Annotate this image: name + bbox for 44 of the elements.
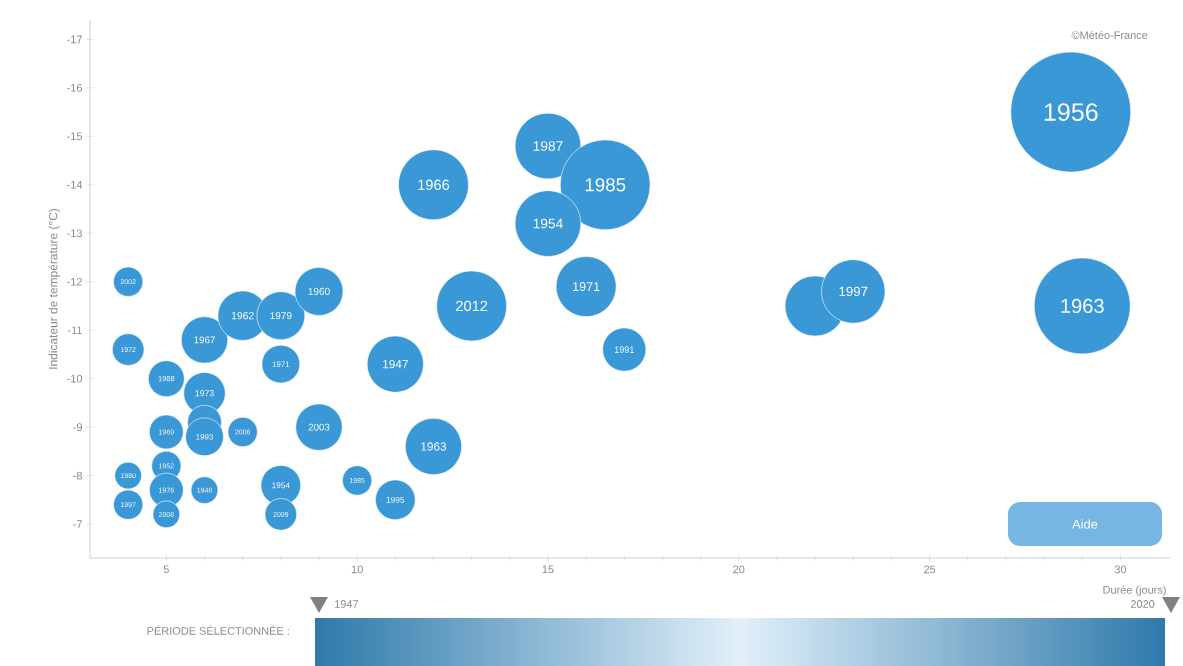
annotation: Aide xyxy=(1072,519,1098,529)
text: 2020 xyxy=(1130,600,1155,608)
text: 1947 xyxy=(335,600,359,608)
y-tick-label: -12 xyxy=(67,277,82,286)
annotation: 2012 xyxy=(456,300,488,312)
annotation: 1985 xyxy=(585,178,626,192)
y-tick-label: -10 xyxy=(67,374,83,383)
annotation: 1960 xyxy=(308,287,330,295)
annotation: 1966 xyxy=(418,179,450,190)
annotation: 1967 xyxy=(194,336,215,344)
x-tick-label: 30 xyxy=(1114,565,1127,574)
y-tick-label: -7 xyxy=(73,520,82,528)
y-axis-title: Indicateur de température (°C) xyxy=(48,208,60,369)
annotation: 1971 xyxy=(573,282,600,292)
text: PÉRIODE SÉLECTIONNÉE : xyxy=(147,625,289,635)
annotation: 1962 xyxy=(231,311,254,320)
annotation: 2003 xyxy=(308,423,330,431)
annotation: 1991 xyxy=(614,346,634,353)
y-tick-label: -13 xyxy=(67,229,82,238)
annotation: 1995 xyxy=(386,496,405,503)
annotation: ©Météo-France xyxy=(1071,30,1148,40)
annotation: 1979 xyxy=(270,312,292,320)
y-tick-label: -14 xyxy=(67,181,83,189)
x-tick-label: 25 xyxy=(924,565,936,574)
y-tick-label: -9 xyxy=(73,423,82,432)
x-axis-title: Durée (jours) xyxy=(1103,585,1166,596)
x-tick-label: 5 xyxy=(163,565,169,574)
y-tick-label: -17 xyxy=(67,35,82,44)
y-tick-label: -11 xyxy=(67,326,82,334)
annotation: 1954 xyxy=(533,218,563,229)
annotation: 1963 xyxy=(1061,298,1104,314)
annotation: 1997 xyxy=(839,286,868,297)
annotation: 1963 xyxy=(421,442,447,451)
y-tick-label: -16 xyxy=(67,83,82,92)
annotation: 1956 xyxy=(1044,103,1098,121)
x-tick-label: 10 xyxy=(351,565,363,574)
x-tick-label: 15 xyxy=(542,565,554,574)
y-tick-label: -8 xyxy=(73,471,82,480)
annotation: 1954 xyxy=(272,482,290,489)
x-tick-label: 20 xyxy=(733,565,745,574)
annotation: 1973 xyxy=(195,390,214,397)
annotation: 1947 xyxy=(383,359,408,369)
annotation: 1987 xyxy=(533,141,563,151)
y-tick-label: -15 xyxy=(67,132,83,141)
